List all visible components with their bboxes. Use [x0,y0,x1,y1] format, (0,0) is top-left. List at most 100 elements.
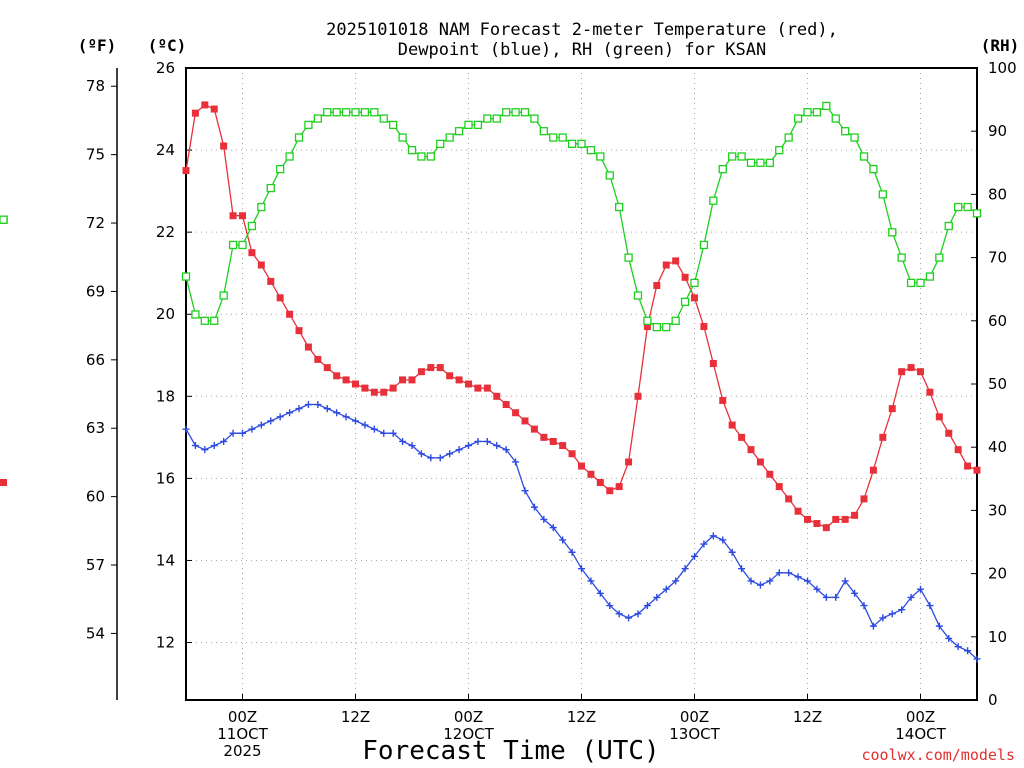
temperature-point [446,372,454,380]
dewpoint-point [502,446,510,454]
temperature-point [352,380,359,388]
temperature-point [512,409,520,417]
temperature-point [182,167,190,175]
dewpoint-point [672,577,680,585]
dewpoint-point [352,417,359,425]
temperature-point [229,212,237,220]
rh-point [859,152,869,161]
fahrenheit-tick-label: 72 [86,214,105,232]
dewpoint-point [530,503,538,511]
x-tick-label: 00Z [454,708,483,726]
temperature-point [493,392,501,400]
rh-point [313,114,322,123]
dewpoint-point [229,429,237,437]
celsius-tick-label: 24 [156,141,175,159]
rh-point [473,120,483,130]
dewpoint-point [681,565,689,573]
dewpoint-point [719,536,727,544]
dewpoint-point [465,442,472,450]
dewpoint-point [210,442,218,450]
dewpoint-point [794,573,802,581]
temperature-point [954,446,962,454]
rh-tick-label: 70 [988,249,1007,267]
dewpoint-point [907,593,915,601]
rh-point [483,114,492,123]
dewpoint-point [898,606,906,614]
temperature-point [587,470,595,478]
dewpoint-point [286,409,294,417]
dewpoint-point [691,552,698,560]
rh-point [219,291,228,300]
dewpoint-point [380,429,388,437]
temperature-point [643,323,651,331]
temperature-point [973,466,981,474]
rh-point [323,108,332,117]
rh-point [954,202,963,212]
dewpoint-point [625,614,633,622]
dewpoint-point [775,569,783,577]
dewpoint-point [615,610,623,618]
rh-point [558,133,567,142]
dewpoint-point [370,425,378,433]
rh-point [370,108,379,117]
temperature-point [304,343,312,351]
dewpoint-point [568,548,576,556]
rh-point [200,316,209,325]
temperature-point [719,396,727,404]
celsius-tick-label: 20 [156,305,175,323]
rh-point [276,164,285,174]
rh-point [304,120,313,130]
x-tick-label: 2025 [223,742,261,760]
temperature-point [596,478,604,486]
rh-point [492,114,501,123]
rh-point [671,316,680,325]
fahrenheit-tick-label: 75 [86,146,105,164]
temperature-point [851,511,859,519]
dewpoint-point [869,622,877,630]
temperature-point [436,364,444,372]
celsius-tick-label: 22 [156,223,175,241]
rh-point [294,133,304,142]
rh-point [238,240,247,250]
dewpoint-point [342,413,350,421]
dewpoint-point [841,577,849,585]
dewpoint-point [879,614,887,622]
dewpoint-point [521,487,529,495]
temperature-point [700,323,708,331]
temperature-point [794,507,802,515]
rh-point [0,215,8,224]
temperature-point [860,495,868,503]
temperature-point [483,384,491,392]
rh-tick-label: 100 [988,59,1017,77]
rh-point [464,120,473,130]
temperature-point [286,310,294,318]
celsius-tick-label: 14 [156,551,175,569]
fahrenheit-tick-label: 54 [86,624,105,642]
rh-point [530,114,539,123]
temperature-point [314,355,322,363]
dewpoint-point [964,647,972,655]
grid-lines [186,67,977,700]
temperature-point [662,261,670,269]
rh-point [935,253,944,262]
temperature-point [267,277,275,285]
dewpoint-point [540,515,548,523]
dewpoint-point [417,450,425,458]
x-tick-label: 00Z [680,708,709,726]
temperature-point [455,376,463,384]
dewpoint-point [954,643,962,651]
rh-point [916,278,925,288]
rh-point [690,278,699,288]
rh-point [539,127,548,136]
rh-point [897,253,906,262]
chart-title-line-1: 2025101018 NAM Forecast 2-meter Temperat… [326,20,838,40]
temperature-point [361,384,369,392]
rh-point [341,108,351,117]
rh-point [549,133,558,142]
temperature-point [549,437,557,445]
rh-point [596,152,605,161]
rh-point [906,278,916,288]
dewpoint-point [446,450,454,458]
fahrenheit-tick-label: 57 [86,556,105,574]
